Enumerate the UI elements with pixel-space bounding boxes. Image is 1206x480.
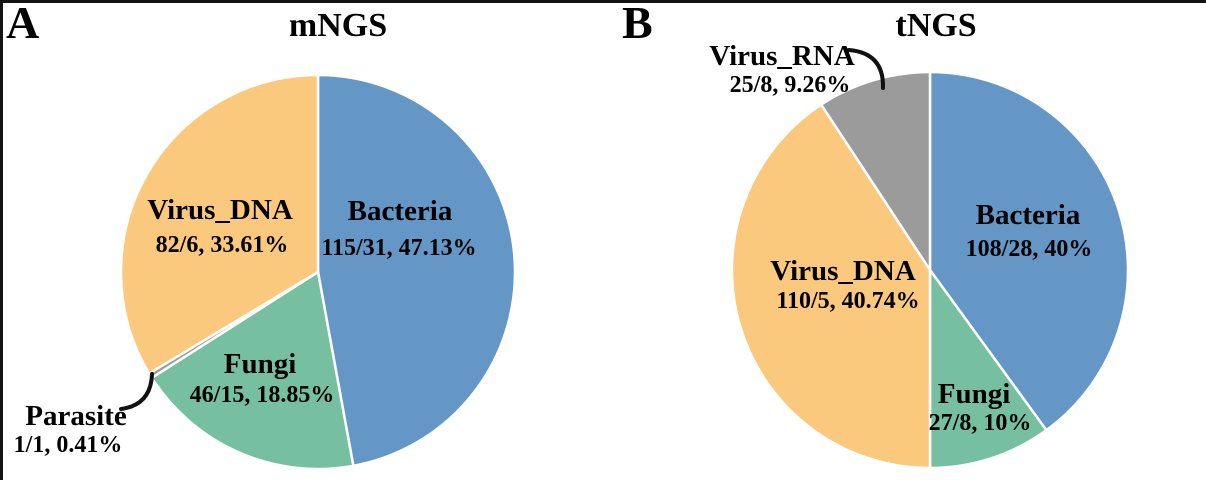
slice-label-parasite: Parasite <box>25 400 127 432</box>
panel-letter-a: A <box>6 3 39 48</box>
leader-line-parasite <box>119 372 154 411</box>
slice-label-bacteria: Bacteria <box>348 195 453 227</box>
slice-label-virus_rna: Virus_RNA <box>709 40 855 72</box>
slice-value-fungi: 27/8, 10% <box>929 410 1032 436</box>
panel-letter-b: B <box>622 3 653 48</box>
slice-value-virus_rna: 25/8, 9.26% <box>730 72 851 98</box>
slice-value-fungi: 46/15, 18.85% <box>190 382 335 408</box>
slice-value-bacteria: 115/31, 47.13% <box>321 235 476 261</box>
leader-line-virus_rna <box>847 48 886 90</box>
pie-slice-bacteria <box>316 73 517 468</box>
pie-slice-virus_rna <box>819 70 932 272</box>
slice-label-virus_dna: Virus_DNA <box>147 194 293 226</box>
pie-slice-virus_dna <box>119 73 320 375</box>
slice-label-fungi: Fungi <box>224 348 297 380</box>
chart-title-mngs: mNGS <box>289 7 387 44</box>
pie-slice-fungi <box>928 268 1048 470</box>
slice-label-virus_dna: Virus_DNA <box>770 255 916 287</box>
slice-value-virus_dna: 110/5, 40.74% <box>776 288 919 314</box>
slice-label-bacteria: Bacteria <box>976 199 1081 231</box>
slice-label-fungi: Fungi <box>938 378 1011 410</box>
pie-slice-bacteria <box>928 70 1130 432</box>
chart-title-tngs: tNGS <box>895 7 976 44</box>
slice-value-bacteria: 108/28, 40% <box>966 236 1093 262</box>
slice-value-virus_dna: 82/6, 33.61% <box>156 232 289 258</box>
pie-slice-fungi <box>150 270 355 471</box>
slice-value-parasite: 1/1, 0.41% <box>14 432 123 458</box>
